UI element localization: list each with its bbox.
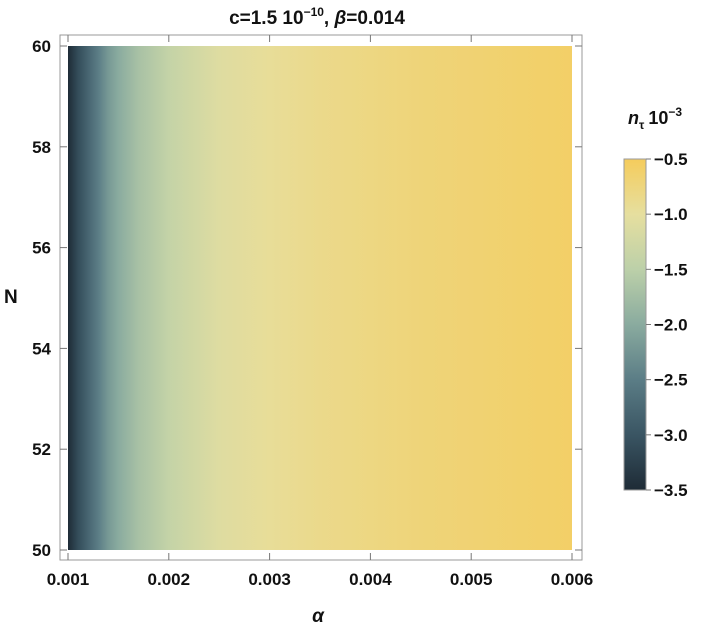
- y-axis-label: N: [4, 287, 18, 308]
- colorbar-tick-label: −3.5: [654, 481, 688, 500]
- x-tick-label: 0.006: [551, 570, 594, 589]
- x-tick-label: 0.001: [47, 570, 90, 589]
- y-tick-label: 50: [32, 541, 51, 560]
- x-tick-label: 0.005: [450, 570, 493, 589]
- x-tick-label: 0.004: [349, 570, 392, 589]
- chart-title: c=1.5 10−10, β=0.014: [229, 5, 405, 29]
- colorbar-tick-label: −2.0: [654, 316, 688, 335]
- colorbar-tick-label: −1.0: [654, 205, 688, 224]
- colorbar-tick-label: −1.5: [654, 260, 688, 279]
- colorbar-ticks: −0.5 −1.0 −1.5 −2.0 −2.5 −3.0 −3.5: [646, 150, 688, 500]
- y-tick-label: 60: [32, 37, 51, 56]
- heatmap-field: [68, 46, 572, 550]
- y-tick-label: 58: [32, 138, 51, 157]
- y-axis: 50 52 54 56 58 60: [32, 37, 582, 560]
- colorbar: [624, 159, 646, 490]
- x-tick-label: 0.002: [148, 570, 191, 589]
- colorbar-label: nτ 10−3: [628, 105, 682, 132]
- x-axis: 0.001 0.002 0.003 0.004 0.005 0.006: [47, 35, 594, 589]
- x-tick-label: 0.003: [248, 570, 291, 589]
- colorbar-tick-label: −0.5: [654, 150, 688, 169]
- y-tick-label: 52: [32, 440, 51, 459]
- x-axis-label: α: [312, 606, 325, 627]
- y-tick-label: 56: [32, 239, 51, 258]
- y-tick-label: 54: [32, 339, 51, 358]
- colorbar-tick-label: −2.5: [654, 371, 688, 390]
- colorbar-tick-label: −3.0: [654, 426, 688, 445]
